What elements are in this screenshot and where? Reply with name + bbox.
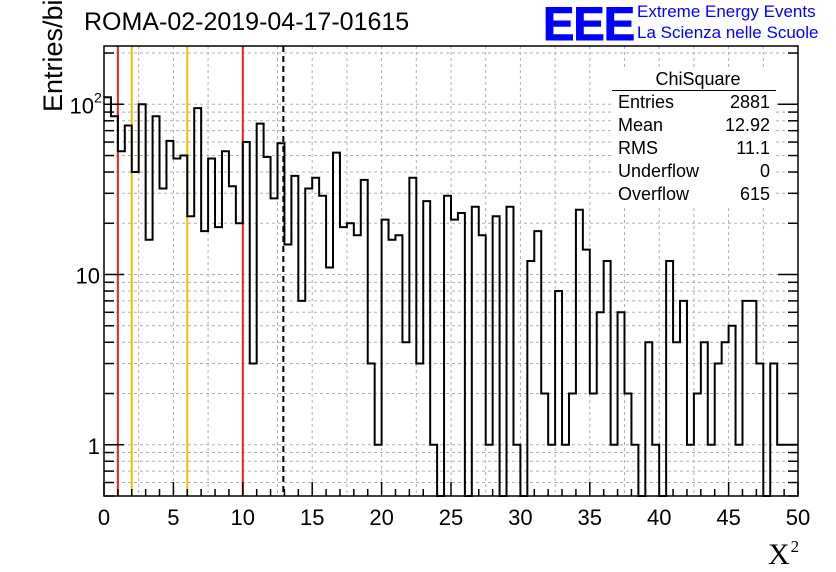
stats-box: ChiSquare Entries 2881 Mean 12.92 RMS 11.1 … [612, 68, 776, 206]
x-tick-label: 25 [439, 505, 463, 530]
stats-row-overflow: Overflow 615 [618, 184, 770, 204]
stats-row-rms: RMS 11.1 [618, 138, 770, 158]
stats-row-mean: Mean 12.92 [618, 115, 770, 135]
histogram-line [104, 96, 798, 497]
reference-lines [116, 46, 285, 496]
x-tick-label: 15 [300, 505, 324, 530]
x-tick-label: 20 [369, 505, 393, 530]
y-tick-exponent: 2 [94, 89, 102, 105]
stats-row-entries: Entries 2881 [618, 92, 770, 112]
axis-ticks [103, 52, 799, 497]
stats-row-underflow: Underflow 0 [618, 161, 770, 181]
y-tick-label: 1 [88, 434, 100, 459]
x-tick-label: 10 [231, 505, 255, 530]
x-tick-label: 40 [647, 505, 671, 530]
x-tick-label: 5 [167, 505, 179, 530]
y-tick-label: 10 [70, 93, 94, 118]
x-tick-labels: 0 5 10 15 20 25 30 35 40 45 50 [98, 505, 810, 530]
y-tick-label: 10 [76, 264, 100, 289]
x-tick-label: 50 [786, 505, 810, 530]
grid-lines [104, 46, 798, 496]
x-tick-label: 35 [578, 505, 602, 530]
x-tick-label: 0 [98, 505, 110, 530]
brand-line-1: Extreme Energy Events [637, 2, 816, 21]
eee-logo: EEE [542, 0, 635, 50]
brand-line-2: La Scienza nelle Scuole [637, 23, 819, 42]
x-tick-label: 45 [716, 505, 740, 530]
x-axis-label: X2 [768, 537, 800, 571]
chart-title: ROMA-02-2019-04-17-01615 [84, 8, 410, 36]
stats-title: ChiSquare [612, 68, 776, 91]
y-axis-label: Entries/bin [38, 0, 68, 112]
x-tick-label: 30 [508, 505, 532, 530]
